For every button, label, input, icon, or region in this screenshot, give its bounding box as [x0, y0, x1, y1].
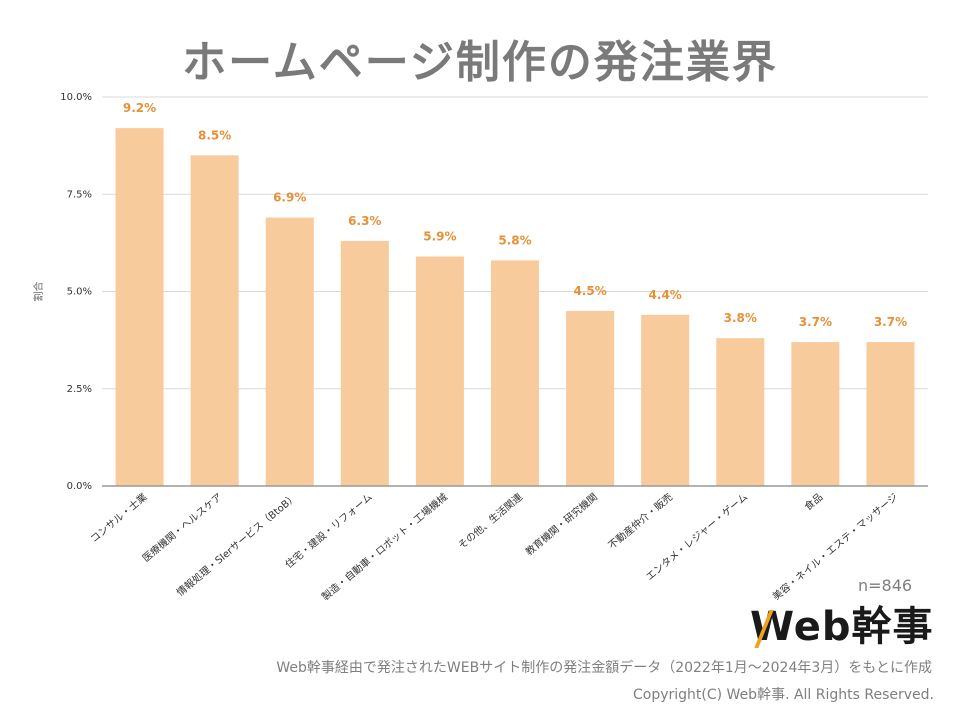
- bar: [190, 155, 239, 486]
- bar: [791, 342, 840, 486]
- bar: [566, 310, 615, 486]
- bar: [415, 256, 464, 486]
- bar: [265, 217, 314, 486]
- x-category-label: コンサル・士業: [87, 490, 149, 545]
- y-axis-label: 割合: [32, 282, 45, 302]
- x-category-label: 製造・自動車・ロボット・工場機械: [319, 490, 450, 600]
- x-category-label: 医療機関・ヘルスケア: [140, 490, 225, 564]
- bar: [716, 338, 765, 486]
- data-label: 5.9%: [423, 229, 456, 243]
- bar: [490, 260, 540, 486]
- data-label: 3.7%: [799, 315, 832, 329]
- x-category-label: 不動産仲介・販売: [605, 490, 675, 551]
- data-label: 8.5%: [198, 128, 231, 142]
- x-category-label: 情報処理・SIerサービス（BtoB）: [174, 490, 300, 599]
- x-category-label: 教育機関・研究機関: [523, 490, 600, 558]
- x-category-label: その他、生活関連: [455, 490, 525, 551]
- bar: [340, 240, 389, 486]
- data-label: 6.3%: [348, 214, 381, 228]
- y-tick-label: 5.0%: [67, 287, 92, 298]
- bar: [641, 314, 690, 486]
- data-label: 3.7%: [874, 315, 907, 329]
- source-note: Web幹事経由で発注されたWEBサイト制作の発注金額データ（2022年1月〜20…: [276, 660, 932, 676]
- logo-text: Web幹事: [750, 604, 934, 650]
- data-label: 3.8%: [724, 311, 757, 325]
- y-tick-label: 0.0%: [67, 481, 92, 492]
- web-kanji-logo: Web幹事: [750, 602, 940, 654]
- bar-chart: 0.0% 2.5% 5.0% 7.5% 10.0% 割合 9.2% コンサル・士業 8.5% 医療…: [32, 92, 928, 600]
- x-category-label: 食品: [802, 490, 826, 513]
- sample-size-label: n=846: [858, 576, 913, 595]
- bar: [866, 342, 915, 486]
- chart-title: ホームページ制作の発注業界: [182, 37, 778, 88]
- data-label: 6.9%: [273, 191, 306, 205]
- bar: [115, 128, 164, 486]
- data-label: 5.8%: [498, 233, 531, 247]
- data-label: 9.2%: [123, 101, 156, 115]
- y-tick-label: 2.5%: [67, 384, 92, 395]
- data-label: 4.4%: [649, 288, 682, 302]
- copyright-notice: Copyright(C) Web幹事. All Rights Reserved.: [632, 687, 934, 703]
- y-tick-label: 10.0%: [60, 92, 92, 103]
- y-tick-label: 7.5%: [67, 189, 92, 200]
- data-label: 4.5%: [573, 284, 606, 298]
